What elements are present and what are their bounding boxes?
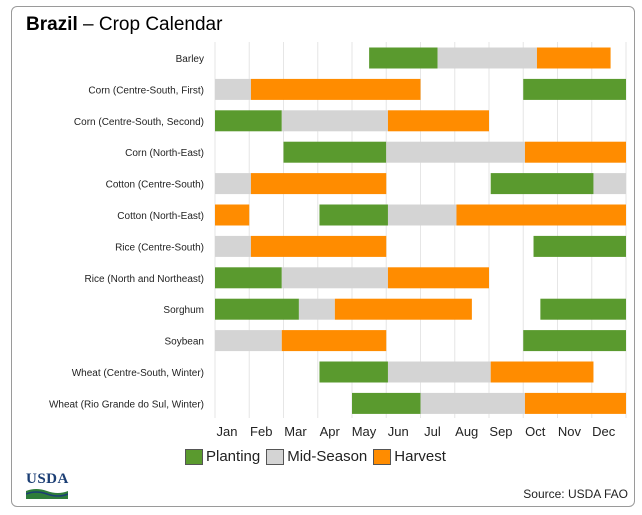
x-tick-label: Apr — [320, 424, 341, 439]
bar-segment-planting — [215, 110, 282, 132]
bar-segment-harvest — [387, 110, 489, 132]
bar-segment-mid-season — [386, 141, 525, 163]
bar-segment-planting — [352, 392, 421, 414]
usda-logo-mark — [26, 489, 68, 499]
legend-swatch-harvest — [373, 448, 392, 465]
source-note: Source: USDA FAO — [523, 487, 628, 501]
bar-segment-harvest — [250, 173, 387, 195]
bar-segment-planting — [523, 78, 626, 100]
bar-segment-mid-season — [298, 298, 335, 320]
legend-item-mid-season: Mid-Season — [266, 448, 367, 465]
title-subtitle: – Crop Calendar — [83, 14, 223, 35]
bar-segment-harvest — [524, 392, 626, 414]
title-country: Brazil — [26, 14, 78, 35]
x-tick-label: Jan — [217, 424, 238, 439]
bar-segment-harvest — [387, 267, 489, 289]
bar-segment-planting — [283, 141, 387, 163]
legend-swatch-planting — [185, 448, 203, 465]
bar-segment-mid-season — [215, 330, 282, 352]
crop-label: Corn (Centre-South, Second) — [74, 117, 204, 128]
bar-segment-harvest — [490, 361, 594, 383]
crop-label: Cotton (Centre-South) — [106, 180, 204, 191]
crop-label: Rice (Centre-South) — [115, 242, 204, 253]
legend-item-planting: Planting — [185, 448, 260, 465]
bar-segment-mid-season — [437, 47, 537, 69]
bar-segment-mid-season — [215, 173, 251, 195]
bar-segment-harvest — [250, 235, 387, 257]
bar-segment-mid-season — [281, 110, 388, 132]
bar-segment-mid-season — [387, 204, 457, 226]
crop-label: Cotton (North-East) — [117, 211, 204, 222]
bar-segment-harvest — [456, 204, 626, 226]
bar-segment-planting — [319, 204, 388, 226]
crop-label: Wheat (Rio Grande do Sul, Winter) — [49, 399, 204, 410]
bar-segment-planting — [533, 235, 626, 257]
x-tick-label: Nov — [558, 424, 582, 439]
bar-segment-planting — [369, 47, 438, 69]
x-tick-label: Jul — [424, 424, 441, 439]
bar-segment-harvest — [281, 330, 387, 352]
bar-segment-harvest — [334, 298, 472, 320]
crop-label: Barley — [176, 54, 204, 65]
bar-segment-mid-season — [593, 173, 626, 195]
bar-segment-mid-season — [215, 235, 251, 257]
usda-logo: USDA — [26, 472, 68, 499]
bar-segment-planting — [319, 361, 388, 383]
crop-label: Sorghum — [163, 305, 204, 316]
bar-segment-harvest — [250, 78, 421, 100]
crop-label: Wheat (Centre-South, Winter) — [72, 368, 204, 379]
x-tick-label: Sep — [489, 424, 512, 439]
legend: Planting Mid-Season Harvest — [185, 448, 452, 465]
x-tick-label: Feb — [250, 424, 272, 439]
bar-segment-harvest — [536, 47, 611, 69]
crop-calendar-chart: Barley Corn (Centre-South, First) Corn (Ce… — [49, 42, 627, 439]
bar-segment-mid-season — [215, 78, 251, 100]
x-tick-label: Dec — [592, 424, 616, 439]
bar-segment-planting — [490, 173, 594, 195]
legend-item-harvest: Harvest — [373, 448, 446, 465]
usda-logo-text: USDA — [26, 471, 69, 487]
bar-segment-harvest — [524, 141, 626, 163]
x-tick-label: Jun — [388, 424, 409, 439]
bar-segment-mid-season — [281, 267, 388, 289]
bar-segment-planting — [523, 330, 626, 352]
legend-swatch-mid-season — [266, 448, 285, 465]
x-tick-label: Mar — [284, 424, 307, 439]
x-tick-label: Aug — [455, 424, 478, 439]
chart-title: Brazil – Crop Calendar — [26, 14, 222, 36]
bar-segment-mid-season — [387, 361, 491, 383]
bar-segment-planting — [215, 267, 282, 289]
crop-label: Corn (North-East) — [125, 148, 204, 159]
crop-label: Corn (Centre-South, First) — [88, 85, 204, 96]
bar-segment-harvest — [215, 204, 250, 226]
bar-segment-mid-season — [420, 392, 525, 414]
crop-label: Rice (North and Northeast) — [85, 274, 205, 285]
bar-segment-planting — [215, 298, 299, 320]
legend-label-harvest: Harvest — [394, 448, 446, 465]
x-tick-label: Oct — [525, 424, 546, 439]
legend-label-planting: Planting — [206, 448, 261, 465]
bar-segment-planting — [540, 298, 626, 320]
x-tick-label: May — [352, 424, 377, 439]
crop-label: Soybean — [165, 337, 204, 348]
legend-label-mid-season: Mid-Season — [287, 448, 368, 465]
